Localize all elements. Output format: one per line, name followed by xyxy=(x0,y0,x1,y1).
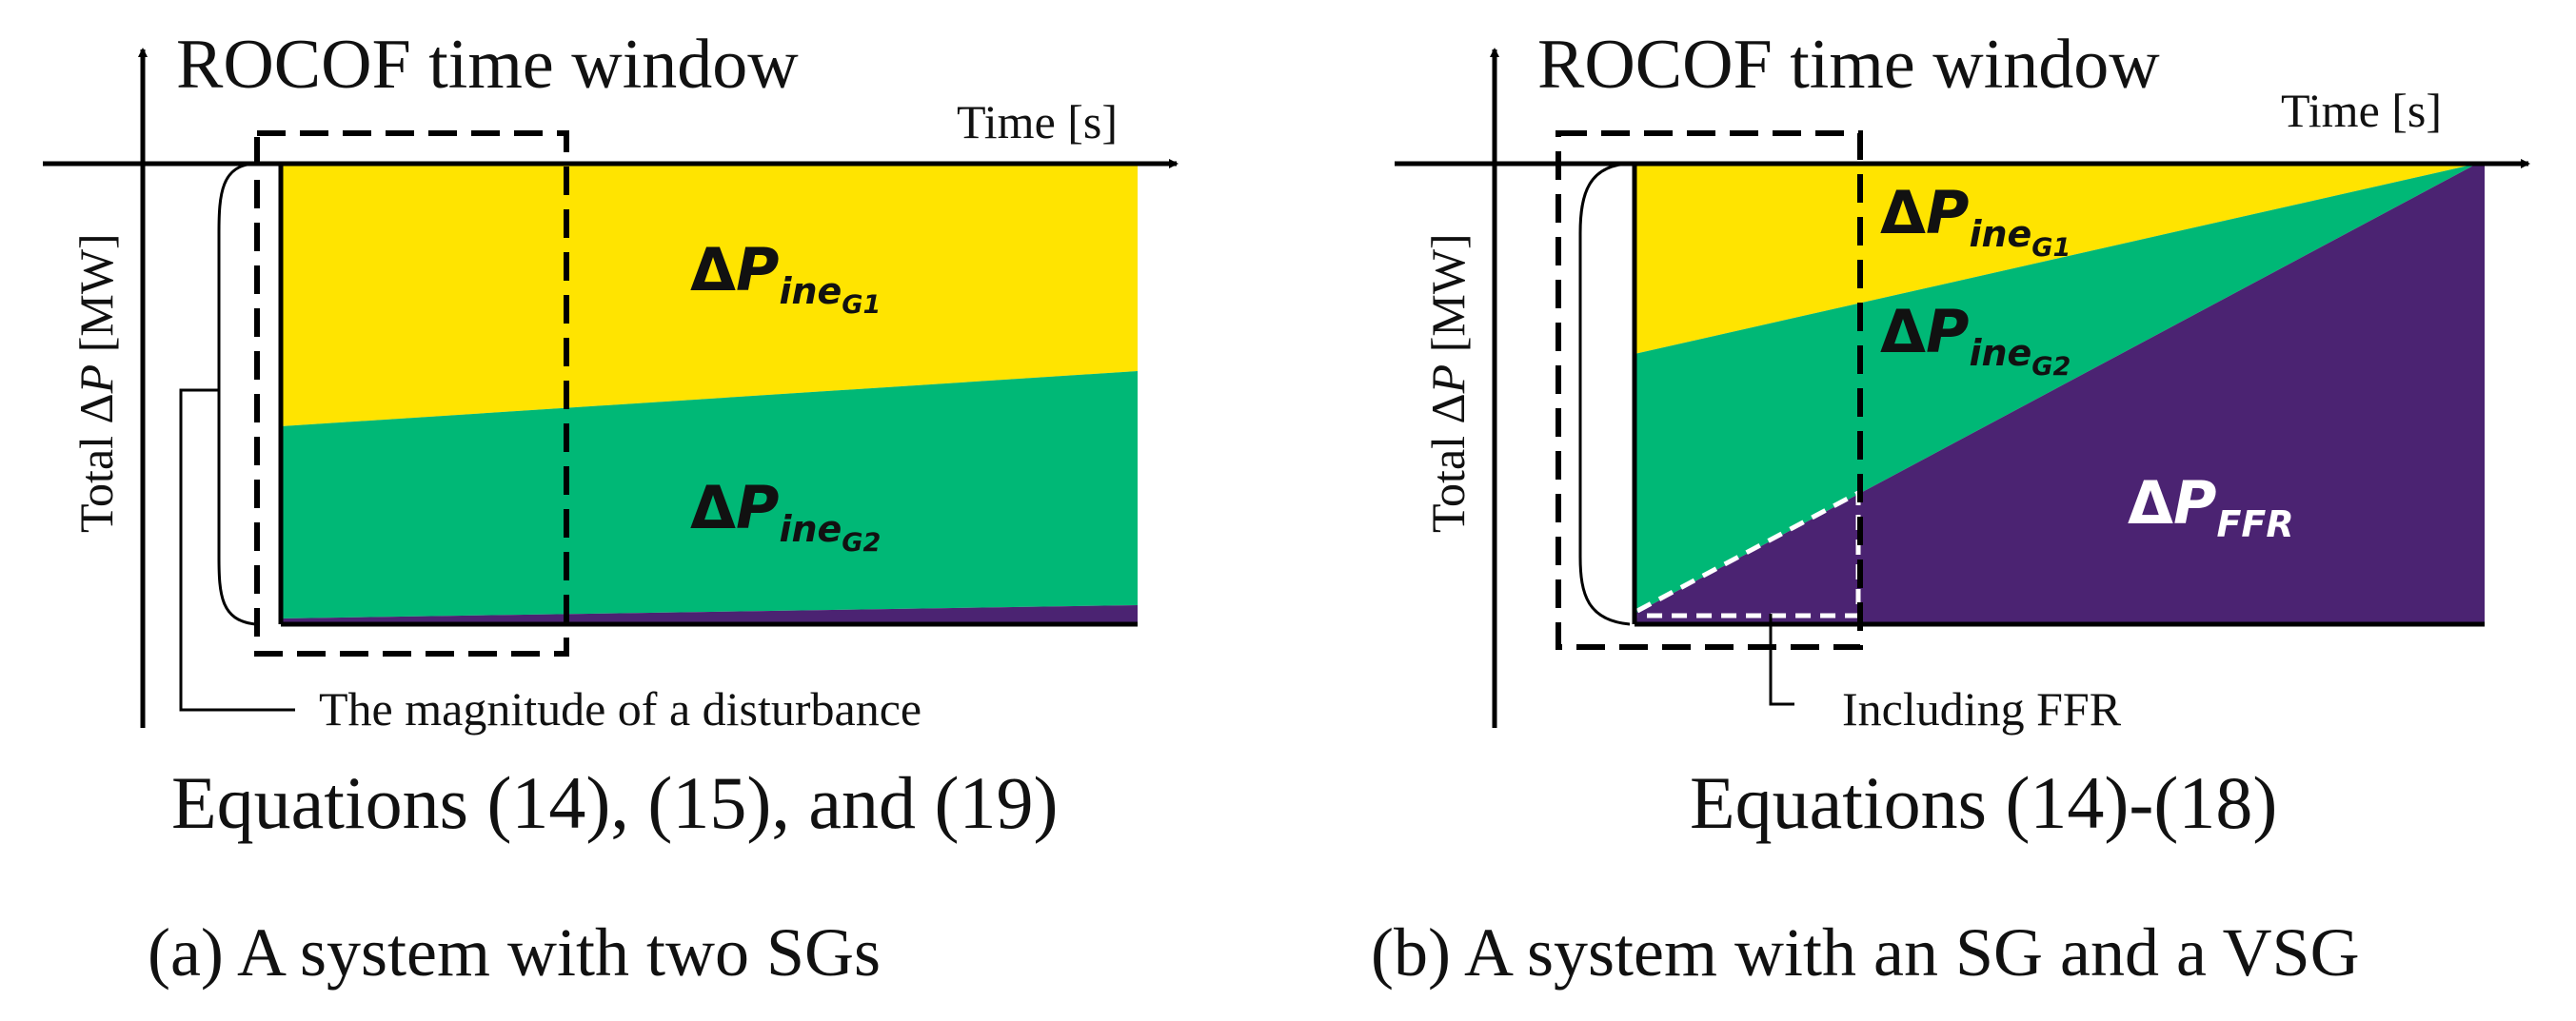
label-b-ine-g2: ΔPineG2 xyxy=(1880,297,2071,382)
annotation-leader-a xyxy=(179,388,295,712)
x-axis-label-b: Time [s] xyxy=(2281,84,2442,137)
annotation-b: Including FFR xyxy=(1842,682,2122,736)
disturbance-bracket-b xyxy=(1578,162,1634,626)
rocof-window-a xyxy=(254,130,569,657)
label-b-ffr: ΔPFFR xyxy=(2128,468,2294,545)
x-axis-label-a: Time [s] xyxy=(957,95,1118,148)
panel-b: ROCOF time window Time [s] Total ΔP [MW]… xyxy=(1371,26,2530,991)
caption-b: (b) A system with an SG and a VSG xyxy=(1371,914,2360,991)
title-b: ROCOF time window xyxy=(1537,26,2160,104)
equations-a: Equations (14), (15), and (19) xyxy=(171,761,1058,844)
ffr-highlight-b xyxy=(1635,488,1861,618)
equations-b: Equations (14)-(18) xyxy=(1690,761,2277,844)
disturbance-bracket-a xyxy=(217,162,258,626)
region-b-ffr xyxy=(1635,164,2485,624)
region-a-ine-g1 xyxy=(281,164,1138,426)
title-a: ROCOF time window xyxy=(176,26,799,104)
label-a-ine-g1: ΔPineG1 xyxy=(690,235,881,320)
annotation-a: The magnitude of a disturbance xyxy=(319,682,921,736)
label-a-ine-g2: ΔPineG2 xyxy=(690,473,881,558)
panel-a: ROCOF time window Time [s] Total ΔP [MW]… xyxy=(43,26,1179,991)
rocof-window-b xyxy=(1556,130,1863,650)
annotation-leader-b xyxy=(1769,614,1794,706)
caption-a: (a) A system with two SGs xyxy=(148,914,881,991)
region-a-small-ffr xyxy=(281,605,1138,624)
region-a-ine-g2 xyxy=(281,371,1138,618)
y-axis-label-a: Total ΔP [MW] xyxy=(69,233,123,533)
y-axis-label-b: Total ΔP [MW] xyxy=(1421,233,1475,533)
label-b-ine-g1: ΔPineG1 xyxy=(1880,178,2071,263)
